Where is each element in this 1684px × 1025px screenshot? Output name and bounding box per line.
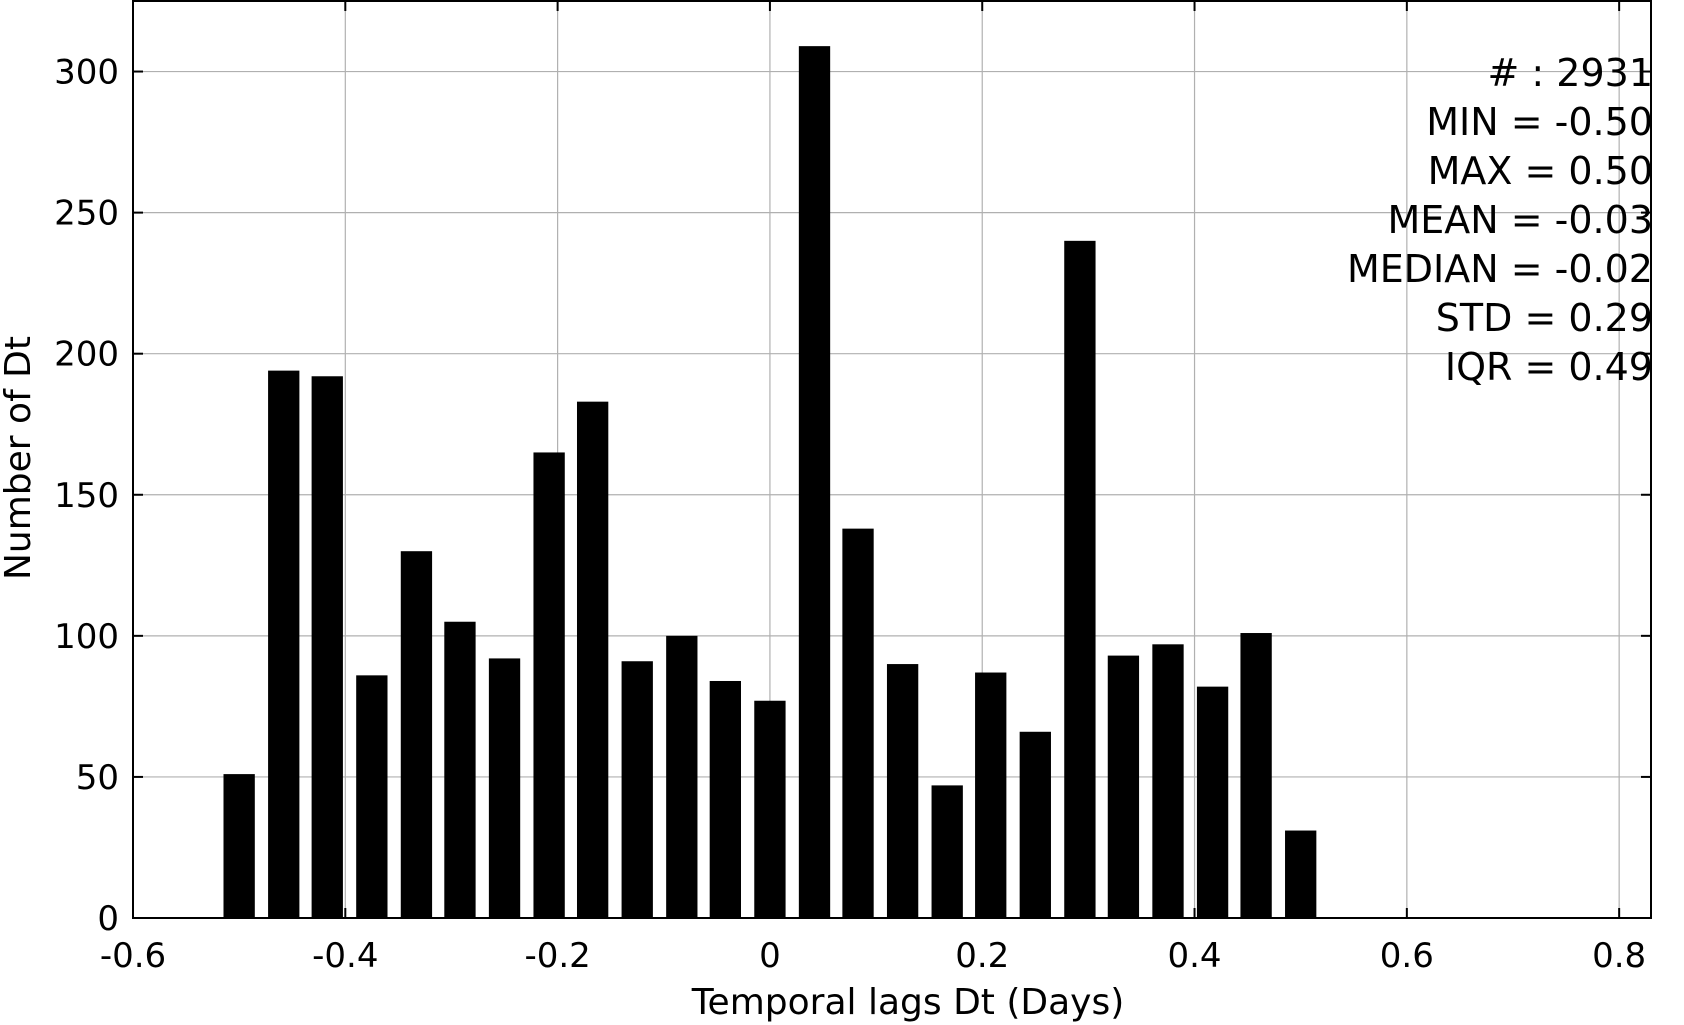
statistic-line: MAX = 0.50: [1428, 149, 1653, 193]
histogram-bar: [621, 661, 653, 918]
histogram-bar: [356, 675, 388, 918]
histogram-bar: [488, 658, 521, 918]
histogram-bar: [400, 551, 433, 918]
x-tick-label: 0.8: [1592, 936, 1646, 976]
histogram-bar: [533, 452, 565, 918]
tick-marks: [132, 1, 1651, 919]
histogram-bar: [975, 672, 1007, 918]
histogram-bar: [576, 401, 609, 918]
y-tick-label: 150: [54, 476, 119, 516]
histogram-bar: [1240, 633, 1272, 918]
x-tick-labels: -0.6 -0.4 -0.2 0 0.2 0.4 0.6 0.8: [100, 936, 1646, 976]
histogram-bar: [268, 370, 300, 918]
histogram-bar: [1196, 686, 1229, 918]
histogram-bar: [1285, 830, 1317, 918]
histogram-bar: [886, 664, 919, 918]
statistic-line: MEDIAN = -0.02: [1347, 247, 1653, 291]
histogram-bar: [666, 635, 698, 918]
x-axis-label: Temporal lags Dt (Days): [691, 982, 1125, 1023]
x-tick-label: -0.6: [100, 936, 166, 976]
statistic-line: IQR = 0.49: [1445, 345, 1653, 389]
y-tick-label: 0: [97, 899, 119, 939]
histogram-bar: [311, 376, 343, 918]
y-tick-label: 200: [54, 335, 119, 375]
y-tick-labels: 0 50 100 150 200 250 300: [54, 53, 119, 939]
histogram-bar: [1152, 644, 1184, 918]
histogram-bar: [444, 621, 476, 918]
statistic-line: STD = 0.29: [1436, 296, 1653, 340]
histogram-bars: [223, 46, 1317, 919]
y-tick-label: 50: [76, 758, 119, 798]
statistic-line: # : 2931: [1487, 51, 1653, 95]
histogram-bar: [931, 785, 963, 918]
histogram-bar: [754, 700, 786, 918]
x-tick-label: -0.2: [524, 936, 590, 976]
x-tick-label: 0.4: [1167, 936, 1221, 976]
histogram-bar: [1064, 240, 1096, 919]
y-tick-label: 100: [54, 617, 119, 657]
statistic-line: MEAN = -0.03: [1387, 198, 1653, 242]
y-tick-label: 300: [54, 53, 119, 93]
histogram-bar: [223, 774, 255, 918]
histogram-bar: [709, 680, 741, 918]
x-tick-label: 0.6: [1380, 936, 1434, 976]
x-tick-label: 0.2: [955, 936, 1009, 976]
histogram-bar: [842, 528, 874, 918]
x-tick-label: -0.4: [312, 936, 378, 976]
histogram-bar: [1019, 731, 1051, 918]
y-axis-label: Number of Dt: [0, 336, 39, 580]
y-tick-label: 250: [54, 194, 119, 234]
histogram-bar: [798, 46, 831, 919]
statistics-annotation: # : 2931 MIN = -0.50 MAX = 0.50 MEAN = -0.0…: [1347, 51, 1653, 389]
plot-frame: [132, 0, 1652, 919]
grid-lines: [132, 1, 1651, 919]
histogram-bar: [1107, 655, 1140, 918]
x-tick-label: 0: [759, 936, 781, 976]
statistic-line: MIN = -0.50: [1426, 100, 1653, 144]
